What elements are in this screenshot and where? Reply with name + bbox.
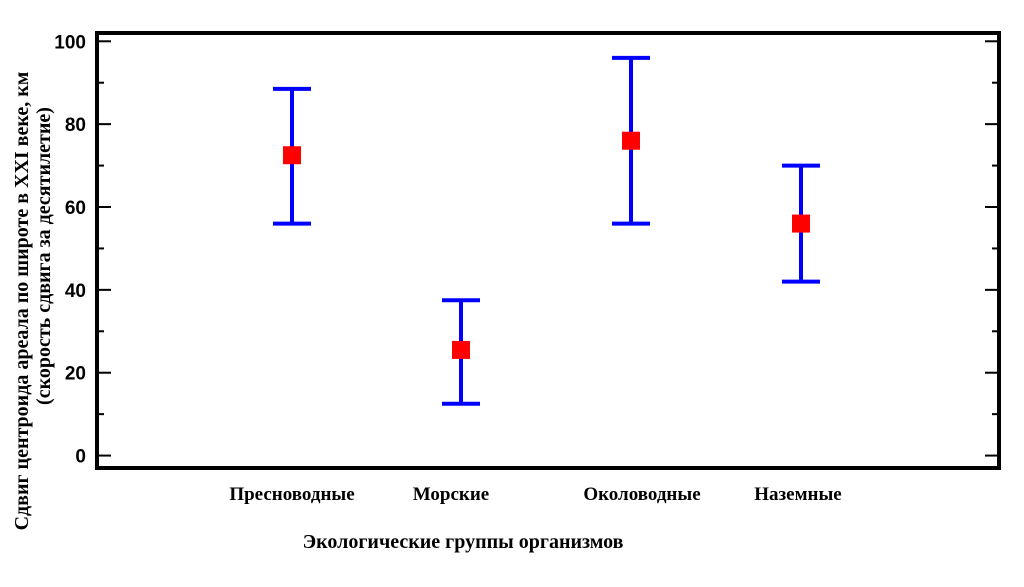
category-label-2: Морские	[413, 484, 490, 505]
error-bars	[273, 55, 820, 406]
y-axis-title: Сдвиг центроида ареала по широте в XXI в…	[11, 72, 33, 531]
plot-frame	[95, 31, 1001, 470]
y-tick-label: 0	[75, 447, 86, 468]
category-label-3: Околоводные	[583, 484, 700, 505]
y-axis-subtitle: (скорость сдвига за десятилетие)	[33, 107, 55, 405]
mean-marker-4	[792, 214, 810, 233]
y-tick-label: 80	[65, 115, 86, 136]
x-axis-title: Экологические группы организмов	[303, 531, 624, 553]
y-tick-label: 40	[65, 281, 86, 302]
y-tick-label: 20	[65, 364, 86, 385]
category-label-1: Пресноводные	[229, 484, 354, 505]
y-tick-label: 60	[65, 198, 86, 219]
category-label-4: Наземные	[754, 484, 842, 505]
y-axis-tick-labels: 0 20 40 60 80 100	[54, 32, 86, 467]
y-axis-ticks	[97, 40, 999, 457]
mean-marker-3	[622, 131, 640, 150]
mean-marker-2	[452, 340, 470, 359]
y-tick-label: 100	[54, 32, 86, 53]
x-axis-category-labels: Пресноводные Морские Околоводные Наземные	[229, 484, 841, 505]
mean-marker-1	[283, 146, 301, 165]
mean-markers	[283, 131, 810, 359]
